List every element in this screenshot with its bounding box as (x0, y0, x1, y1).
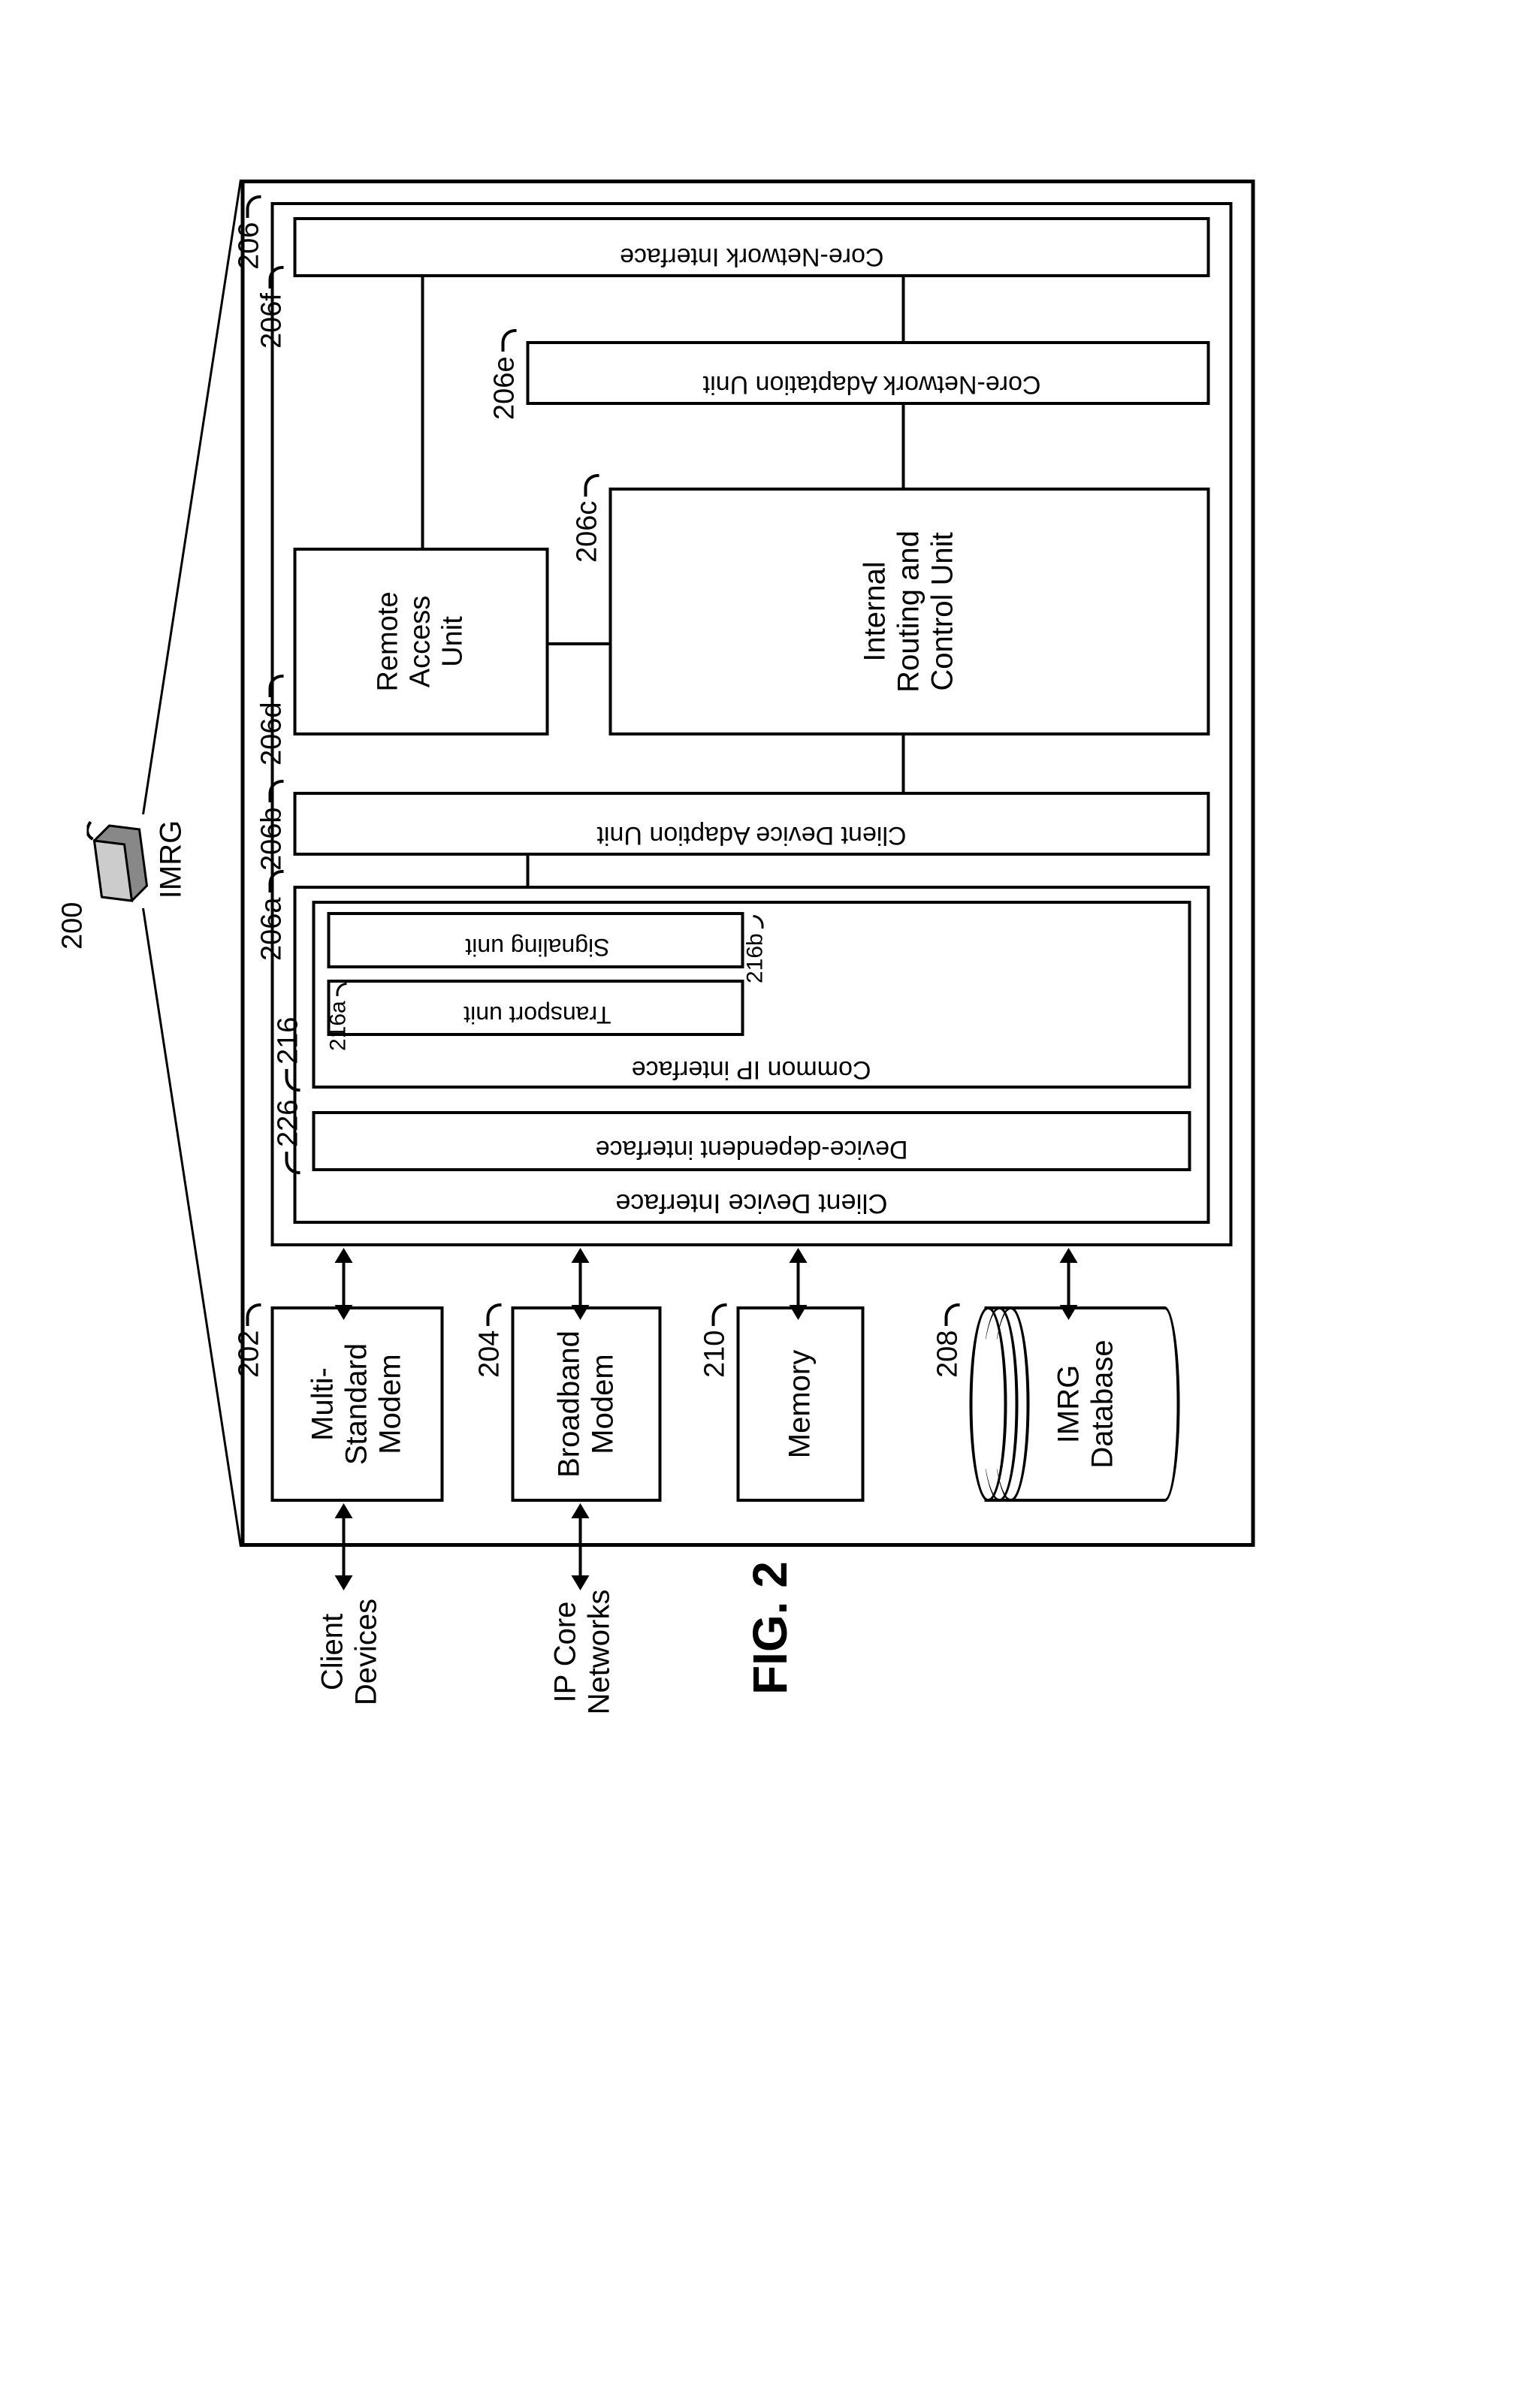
ref-206e: 206e (488, 329, 521, 420)
callout-lines-icon (98, 180, 248, 1547)
client-devices-label: Client Devices (316, 1584, 383, 1720)
arrowhead-icon (1059, 1305, 1077, 1320)
internal-routing-label: Internal Routing and Control Unit (859, 530, 960, 693)
ref-210: 210 (699, 1303, 731, 1378)
conn-cdi-cdau (526, 856, 529, 886)
broadband-modem: Broadband Modem (511, 1306, 661, 1502)
arrowhead-icon (334, 1575, 352, 1590)
ip-core-networks-label: IP Core Networks (548, 1584, 616, 1720)
conn-db-proc (1067, 1261, 1070, 1306)
conn-rau-cni (421, 277, 424, 548)
conn-modem-proc (342, 1261, 345, 1306)
database-label: IMRG Database (1052, 1306, 1119, 1502)
ref-206: 206 (233, 195, 265, 270)
ref-206f: 206f (255, 266, 288, 349)
conn-irc-cnau (901, 405, 904, 488)
core-adaptation-label: Core-Network Adaptation Unit (616, 370, 1127, 399)
ref-204: 204 (473, 1303, 506, 1378)
arrowhead-icon (334, 1305, 352, 1320)
arrowhead-icon (1059, 1248, 1077, 1263)
arrow-ip-ext (578, 1517, 581, 1577)
ref-202: 202 (233, 1303, 265, 1378)
cylinder-ring-icon (992, 1306, 1029, 1502)
multi-modem-label: Multi- Standard Modem (306, 1343, 408, 1465)
internal-routing-control-unit: Internal Routing and Control Unit (608, 488, 1209, 735)
remote-access-label: Remote Access Unit (373, 551, 470, 732)
ref-206b: 206b (255, 780, 288, 871)
conn-rau-irc (548, 642, 608, 645)
remote-access-unit: Remote Access Unit (293, 548, 548, 735)
arrowhead-icon (571, 1248, 589, 1263)
transport-unit-label: Transport unit (413, 1001, 661, 1028)
conn-bb-proc (578, 1261, 581, 1306)
ref-206c: 206c (571, 474, 603, 563)
ref-206a: 206a (255, 870, 288, 961)
core-interface-label: Core-Network Interface (526, 242, 977, 271)
arrowhead-icon (571, 1575, 589, 1590)
arrow-client-ext (342, 1517, 345, 1577)
arrowhead-icon (571, 1503, 589, 1518)
ref-208: 208 (932, 1303, 964, 1378)
ref-200: 200 (56, 902, 89, 950)
ref-216a: 216a (325, 983, 351, 1051)
client-adaption-label: Client Device Adaption Unit (488, 820, 1014, 850)
ref-226: 226 (272, 1100, 304, 1174)
figure-label: FIG. 2 (742, 858, 798, 2398)
broadband-label: Broadband Modem (552, 1330, 620, 1478)
arrowhead-icon (334, 1248, 352, 1263)
conn-cdau-irc (901, 735, 904, 792)
ref-216: 216 (272, 1017, 304, 1092)
conn-cnau-cni (901, 277, 904, 341)
arrowhead-icon (334, 1503, 352, 1518)
multi-standard-modem: Multi- Standard Modem (270, 1306, 443, 1502)
ref-206d: 206d (255, 675, 288, 766)
arrowhead-icon (571, 1305, 589, 1320)
signaling-unit-label: Signaling unit (413, 933, 661, 961)
